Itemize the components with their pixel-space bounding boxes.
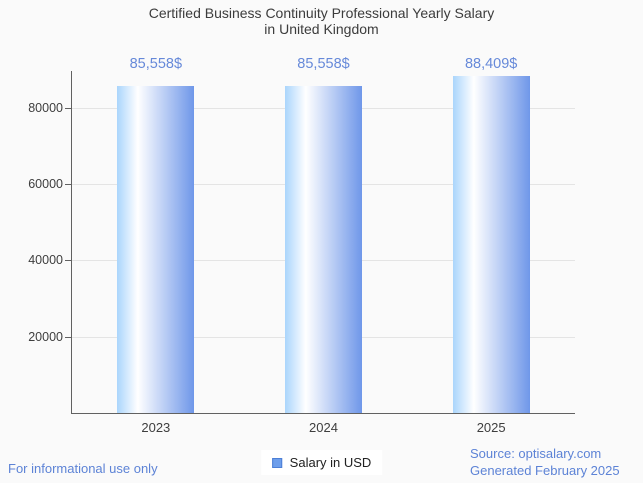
- y-axis-label: 40000: [28, 253, 63, 268]
- y-axis-tick: [65, 183, 72, 185]
- bar[interactable]: [285, 86, 362, 413]
- y-axis-tick: [65, 336, 72, 338]
- bar-value-label: 85,558$: [129, 56, 183, 72]
- chart-title-line1: Certified Business Continuity Profession…: [148, 5, 495, 21]
- bar[interactable]: [452, 76, 530, 413]
- disclaimer-text: For informational use only: [8, 461, 158, 476]
- bar-value-label: 88,409$: [464, 56, 518, 72]
- legend: Salary in USD: [260, 450, 383, 475]
- y-axis-label: 60000: [28, 176, 63, 191]
- bar-value-label: 85,558$: [297, 56, 350, 72]
- y-axis-tick: [65, 107, 72, 109]
- y-axis-label: 20000: [28, 329, 63, 344]
- y-axis-label: 80000: [28, 100, 63, 115]
- chart-title-line2: in United Kingdom: [264, 20, 379, 37]
- plot-area: 20000 40000 60000 80000 85,558$ 2023 85,558$ 20…: [28, 56, 575, 435]
- x-axis-label: 2023: [141, 420, 171, 435]
- generated-text: Generated February 2025: [470, 463, 620, 478]
- legend-swatch-icon: [271, 457, 282, 468]
- bar[interactable]: [117, 86, 195, 413]
- legend-series-label: Salary in USD: [289, 455, 372, 470]
- y-axis-tick: [65, 260, 72, 262]
- source-text: Source: optisalary.com: [470, 446, 602, 461]
- x-axis-label: 2025: [476, 420, 506, 435]
- source-block: Source: optisalary.com Generated Februar…: [470, 445, 620, 479]
- x-axis-label: 2024: [309, 420, 338, 435]
- chart-title: Certified Business Continuity Profession…: [0, 5, 643, 37]
